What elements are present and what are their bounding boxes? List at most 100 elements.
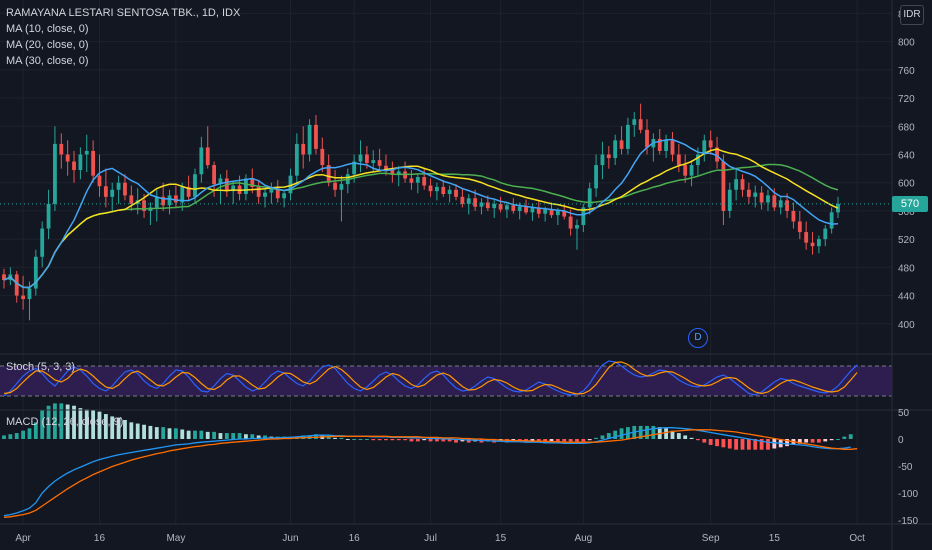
macd-histogram-bar xyxy=(804,439,809,443)
macd-histogram-bar xyxy=(810,439,815,443)
macd-histogram-bar xyxy=(314,434,318,439)
macd-histogram-bar xyxy=(683,435,688,439)
candle-body xyxy=(33,256,38,289)
candle-body xyxy=(263,192,267,197)
candle-body xyxy=(244,178,248,194)
macd-histogram-bar xyxy=(364,439,369,440)
candle-body xyxy=(823,228,828,240)
macd-histogram-bar xyxy=(110,416,115,439)
price-axis-tick-label: 640 xyxy=(898,150,915,161)
macd-line xyxy=(3,427,851,517)
dividend-event-marker[interactable]: D xyxy=(687,328,708,348)
macd-histogram-bar xyxy=(816,439,821,443)
candle-body xyxy=(530,208,535,213)
macd-histogram-bar xyxy=(441,439,446,442)
candle-body xyxy=(606,154,611,159)
candle-body xyxy=(740,179,745,190)
macd-histogram-bar xyxy=(14,433,19,439)
candle-body xyxy=(27,288,32,300)
macd-histogram-bar xyxy=(727,439,732,449)
macd-histogram-bar xyxy=(600,435,605,439)
candle-body xyxy=(212,165,217,185)
price-legend: RAMAYANA LESTARI SENTOSA TBK., 1D, IDX M… xyxy=(6,5,240,69)
macd-histogram-bar xyxy=(409,439,414,442)
macd-histogram-bar xyxy=(670,430,675,439)
candle-body xyxy=(492,203,497,209)
macd-histogram-bar xyxy=(339,437,344,439)
candle-body xyxy=(638,119,643,130)
candle-body xyxy=(301,143,306,155)
candle-body xyxy=(110,189,115,197)
time-axis-tick-label: Jul xyxy=(424,533,437,544)
candle-body xyxy=(84,150,89,155)
macd-histogram-bar xyxy=(447,439,452,442)
candle-body xyxy=(454,189,458,197)
macd-histogram-bar xyxy=(390,439,395,441)
candle-body xyxy=(797,221,802,233)
macd-histogram-bar xyxy=(135,423,140,439)
candle-body xyxy=(65,154,70,162)
candle-body xyxy=(364,154,369,163)
macd-pane xyxy=(2,403,858,518)
macd-histogram-bar xyxy=(84,409,89,439)
ma30-line xyxy=(3,163,839,289)
candle-body xyxy=(154,196,159,208)
macd-histogram-bar xyxy=(345,439,350,440)
candle-body xyxy=(250,178,255,187)
candle-body xyxy=(766,195,770,203)
macd-histogram-bar xyxy=(428,439,433,442)
candle-body xyxy=(307,124,312,155)
macd-histogram-bar xyxy=(836,439,840,440)
stoch-d-line xyxy=(3,361,858,395)
macd-histogram-bar xyxy=(651,425,656,439)
candle-body xyxy=(339,184,344,190)
candle-body xyxy=(422,177,427,186)
candle-body xyxy=(358,154,363,162)
candle-body xyxy=(40,228,45,257)
macd-histogram-bar xyxy=(72,405,76,439)
candle-body xyxy=(59,143,64,155)
macd-histogram-bar xyxy=(33,422,38,439)
price-axis-tick-label: 400 xyxy=(898,320,915,331)
candle-body xyxy=(205,147,210,166)
candle-body xyxy=(829,212,834,229)
macd-histogram-bar xyxy=(797,439,802,444)
macd-histogram-bar xyxy=(186,430,191,439)
macd-histogram-bar xyxy=(759,439,764,450)
candle-body xyxy=(142,200,146,211)
stochastic-pane xyxy=(0,360,892,397)
macd-histogram-bar xyxy=(721,439,726,448)
candle-body xyxy=(549,209,554,216)
candle-body xyxy=(511,205,516,211)
currency-button[interactable]: IDR xyxy=(900,5,924,25)
candle-body xyxy=(645,129,649,148)
candle-body xyxy=(129,195,134,204)
ma20-label: MA (20, close, 0) xyxy=(6,39,89,51)
macd-histogram-bar xyxy=(142,424,146,439)
macd-histogram-bar xyxy=(708,439,713,445)
candle-body xyxy=(696,154,700,166)
macd-histogram-bar xyxy=(205,431,210,439)
candle-body xyxy=(536,208,541,214)
candle-body xyxy=(587,188,592,208)
candle-body xyxy=(734,179,739,190)
candle-body xyxy=(479,202,484,207)
candle-body xyxy=(657,138,662,151)
candle-body xyxy=(772,195,777,208)
macd-histogram-bar xyxy=(91,410,96,439)
macd-histogram-bar xyxy=(638,425,643,439)
macd-histogram-bar xyxy=(161,427,166,439)
candle-body xyxy=(333,182,337,190)
price-axis-tick-label: 480 xyxy=(898,263,915,274)
macd-histogram-bar xyxy=(555,439,560,442)
macd-histogram-bar xyxy=(696,439,700,441)
macd-histogram-bar xyxy=(454,439,458,443)
macd-histogram-bar xyxy=(103,414,108,439)
candle-body xyxy=(123,182,127,196)
candle-body xyxy=(632,119,637,125)
macd-histogram-bar xyxy=(530,439,535,442)
macd-histogram-bar xyxy=(829,439,834,441)
macd-histogram-bar xyxy=(619,428,624,439)
